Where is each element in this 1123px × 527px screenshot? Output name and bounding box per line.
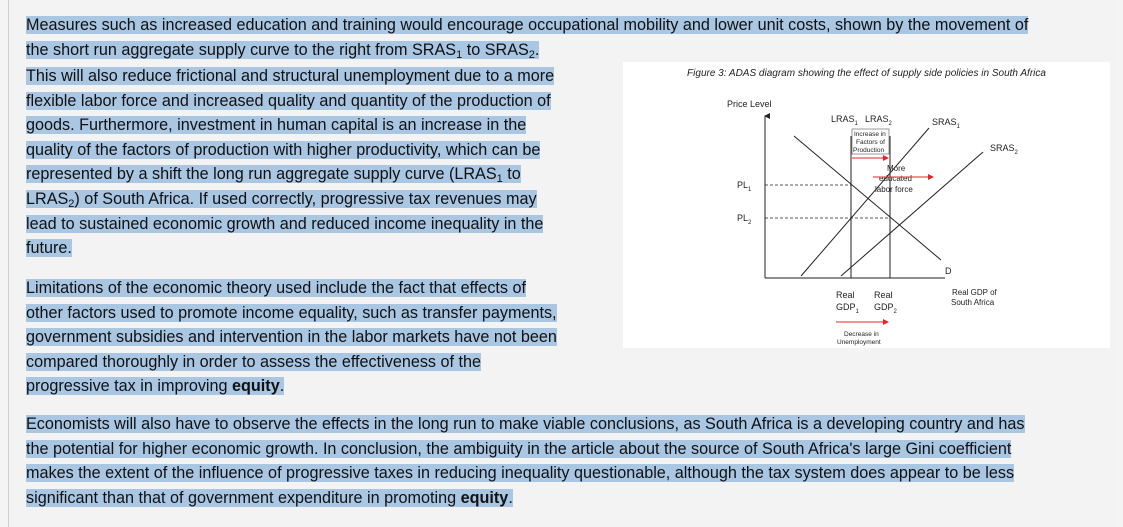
- text-line: Limitations of the economic theory used …: [26, 279, 527, 297]
- text-line: flexible labor force and increased quali…: [26, 91, 551, 110]
- text-line: goods. Furthermore, investment in human …: [26, 116, 527, 135]
- real-gdp2-label-a: Real: [874, 290, 893, 300]
- real-gdp1-label-a: Real: [836, 290, 855, 300]
- lras1-label: LRAS1: [831, 114, 859, 127]
- ad-line: [793, 135, 942, 261]
- pl1-label: PL1: [737, 180, 752, 193]
- text-line: future.: [26, 239, 72, 258]
- paragraph-limitations: Limitations of the economic theory used …: [26, 279, 557, 396]
- unemployment-label-2: Unemployment: [837, 339, 881, 346]
- x-axis-label-1: Real GDP of: [952, 288, 998, 297]
- sras1-line: [800, 127, 930, 277]
- sras2-line: [840, 151, 984, 277]
- paragraph-conclusion: Economists will also have to observe the…: [26, 415, 1025, 507]
- real-gdp2-label-b: GDP2: [874, 302, 898, 315]
- document-page: Measures such as increased education and…: [8, 0, 1116, 527]
- text-line: significant than that of government expe…: [26, 488, 509, 507]
- sras2-label: SRAS2: [990, 143, 1019, 156]
- text-line: quality of the factors of production wit…: [26, 140, 541, 159]
- y-axis-label: Price Level: [727, 99, 772, 109]
- paragraph-unemployment: This will also reduce frictional and str…: [26, 64, 606, 261]
- text-line: the potential for higher economic growth…: [26, 439, 1012, 458]
- text-line: government subsidies and intervention in…: [26, 328, 557, 347]
- x-axis-label-2: South Africa: [951, 298, 995, 307]
- text-line: Economists will also have to observe the…: [26, 415, 1025, 433]
- text-line: LRAS2) of South Africa. If used correctl…: [26, 189, 537, 210]
- educated-label-3: labor force: [875, 185, 913, 194]
- svg-text:Production: Production: [853, 147, 884, 154]
- text-line: compared thoroughly in order to assess t…: [26, 352, 482, 371]
- text-line: progressive tax in improving equity: [26, 377, 280, 396]
- d-label: D: [945, 266, 952, 276]
- lras2-label: LRAS2: [865, 114, 893, 127]
- text-line: the short run aggregate supply curve to …: [26, 40, 535, 61]
- real-gdp1-label-b: GDP1: [836, 302, 860, 315]
- text-line: makes the extent of the influence of pro…: [26, 464, 1015, 483]
- unemployment-label-1: Decrease in: [844, 331, 879, 338]
- text-line: This will also reduce frictional and str…: [26, 67, 555, 85]
- figure-caption: Figure 3: ADAS diagram showing the effec…: [687, 68, 1046, 79]
- factors-box: [851, 128, 890, 155]
- adas-figure: Figure 3: ADAS diagram showing the effec…: [623, 62, 1110, 348]
- text-line: other factors used to promote income equ…: [26, 303, 557, 322]
- pl2-label: PL2: [737, 213, 752, 226]
- text-line: Measures such as increased education and…: [26, 16, 1029, 34]
- text-line: represented by a shift the long run aggr…: [26, 165, 521, 186]
- svg-text:Factors of: Factors of: [856, 139, 885, 146]
- educated-label-1: More: [887, 164, 906, 173]
- text-line: lead to sustained economic growth and re…: [26, 214, 544, 233]
- adas-diagram: Price Level LRAS1 LRAS2 SRAS1 SRAS2 PL1 …: [727, 99, 1019, 346]
- educated-label-2: educated: [879, 174, 912, 183]
- svg-text:Increase in: Increase in: [854, 131, 886, 138]
- sras1-label: SRAS1: [932, 117, 961, 130]
- paragraph-supply-shift: Measures such as increased education and…: [26, 16, 1029, 61]
